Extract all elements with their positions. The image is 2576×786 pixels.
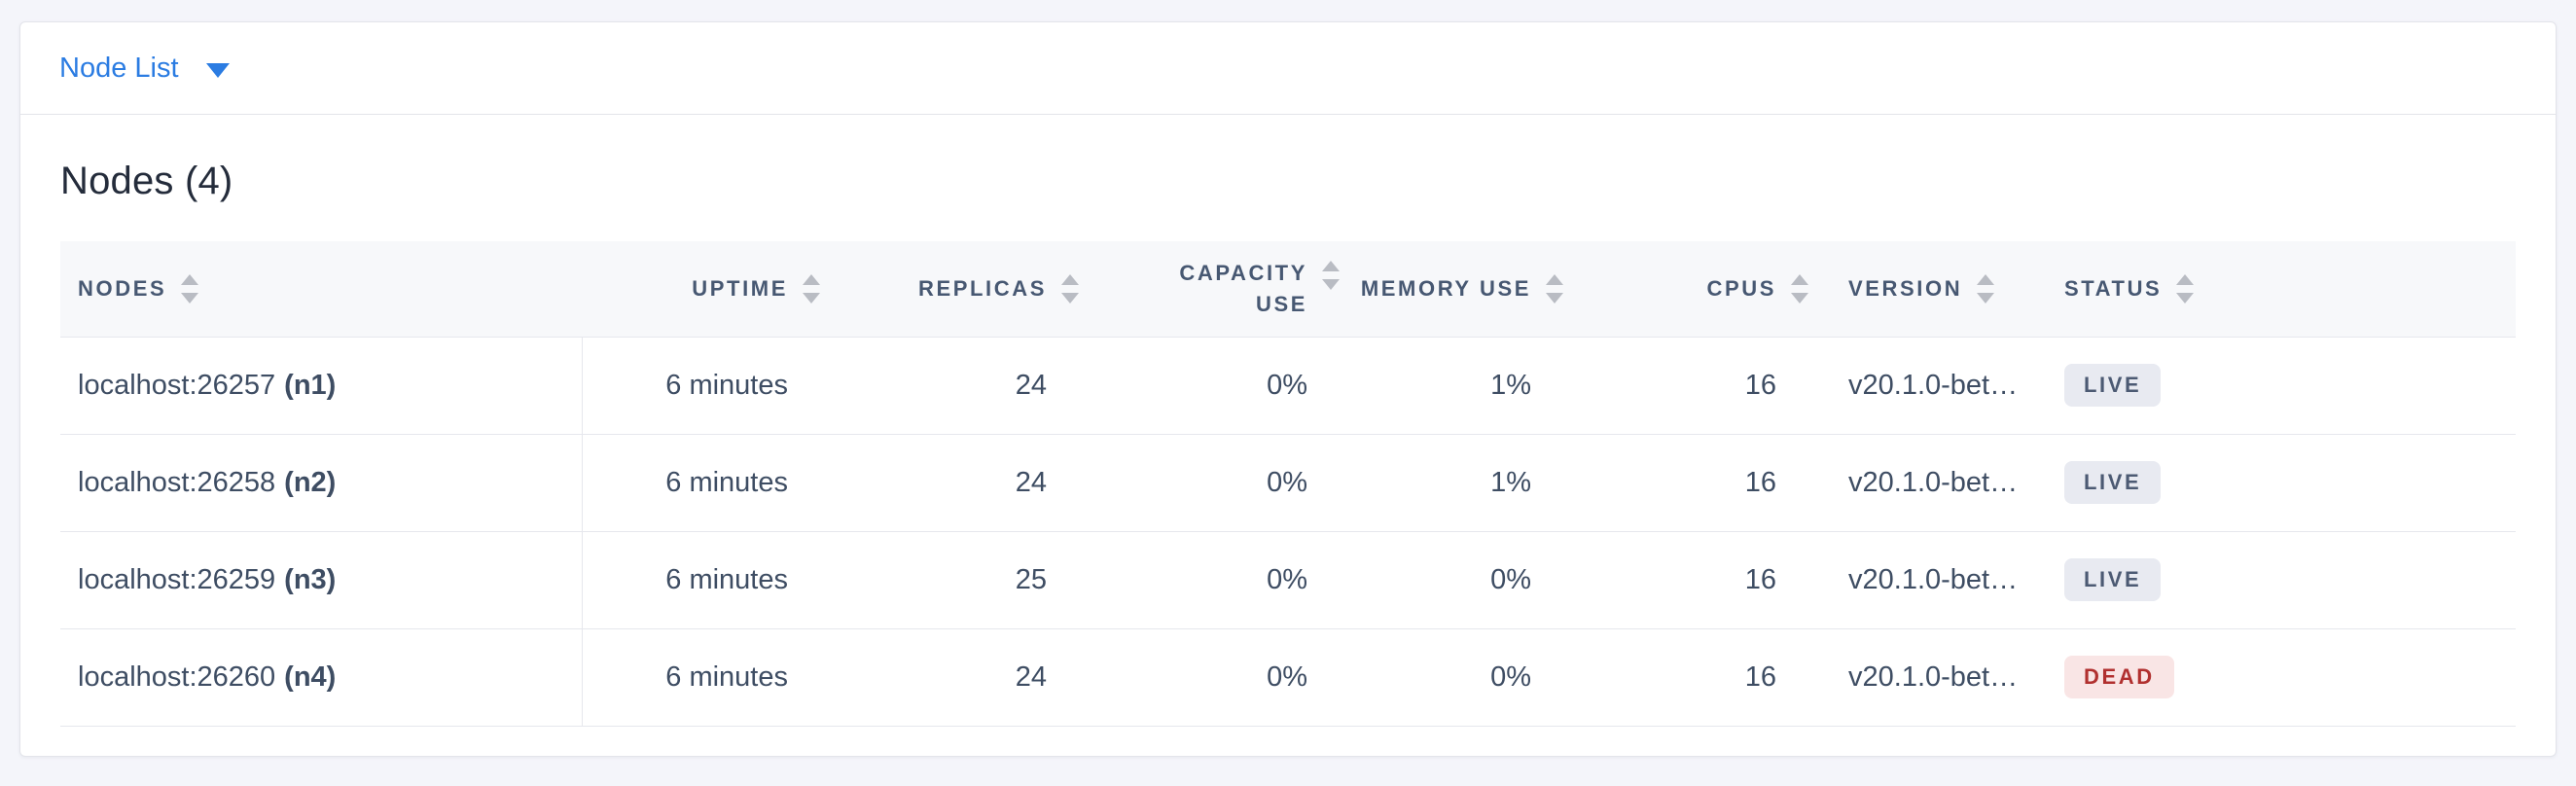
node-cell: localhost:26260 (n4) xyxy=(60,628,583,727)
node-id: (n3) xyxy=(284,563,337,595)
column-header-replicas[interactable]: REPLICAS xyxy=(823,241,1082,338)
column-label: NODES xyxy=(78,275,167,301)
sort-arrows-icon xyxy=(181,273,199,304)
column-header-memory-use[interactable]: MEMORY USE xyxy=(1342,241,1566,338)
column-label: CPUS xyxy=(1706,275,1776,301)
table-row: localhost:26258 (n2) 6 minutes 24 0% 1% 1… xyxy=(60,434,2516,532)
node-address: localhost:26260 xyxy=(78,661,276,693)
sort-arrows-icon xyxy=(1322,260,1340,290)
status-badge: LIVE xyxy=(2064,558,2162,601)
node-list-panel: Node List Nodes (4) NODES UPTIME xyxy=(19,21,2557,757)
status-badge: LIVE xyxy=(2064,461,2162,504)
column-header-capacity-use[interactable]: CAPACITY USE xyxy=(1082,241,1342,338)
column-header-status[interactable]: STATUS xyxy=(2058,241,2516,338)
column-header-cpus[interactable]: CPUS xyxy=(1566,241,1811,338)
sort-arrows-icon xyxy=(1977,273,1995,304)
topbar: Node List xyxy=(20,22,2556,115)
node-cell: localhost:26257 (n1) xyxy=(60,337,583,435)
replicas-cell: 24 xyxy=(823,628,1082,727)
column-label: UPTIME xyxy=(692,275,788,301)
replicas-cell: 24 xyxy=(823,337,1082,435)
table-row: localhost:26260 (n4) 6 minutes 24 0% 0% 1… xyxy=(60,628,2516,727)
status-cell: LIVE xyxy=(2058,337,2516,435)
node-cell: localhost:26258 (n2) xyxy=(60,434,583,532)
column-label: VERSION xyxy=(1848,275,1963,301)
view-dropdown-label: Node List xyxy=(59,52,179,84)
content: Nodes (4) NODES UPTIME xyxy=(20,160,2556,727)
column-label: MEMORY USE xyxy=(1360,275,1531,301)
memory-use-cell: 0% xyxy=(1342,531,1566,629)
column-header-version[interactable]: VERSION xyxy=(1811,241,2058,338)
view-dropdown[interactable]: Node List xyxy=(59,54,230,83)
sort-arrows-icon xyxy=(1061,273,1079,304)
cpus-cell: 16 xyxy=(1566,337,1811,435)
uptime-cell: 6 minutes xyxy=(582,531,823,629)
memory-use-cell: 1% xyxy=(1342,434,1566,532)
table-row: localhost:26257 (n1) 6 minutes 24 0% 1% 1… xyxy=(60,337,2516,435)
sort-arrows-icon xyxy=(803,273,820,304)
node-address: localhost:26259 xyxy=(78,563,276,595)
memory-use-cell: 1% xyxy=(1342,337,1566,435)
table-body: localhost:26257 (n1) 6 minutes 24 0% 1% 1… xyxy=(60,337,2516,727)
capacity-use-cell: 0% xyxy=(1082,628,1342,727)
node-address: localhost:26257 xyxy=(78,369,276,401)
status-cell: DEAD xyxy=(2058,628,2516,727)
capacity-use-cell: 0% xyxy=(1082,434,1342,532)
version-cell: v20.1.0-bet… xyxy=(1811,434,2058,532)
node-id: (n2) xyxy=(284,466,337,498)
capacity-use-cell: 0% xyxy=(1082,337,1342,435)
status-cell: LIVE xyxy=(2058,531,2516,629)
cpus-cell: 16 xyxy=(1566,628,1811,727)
version-cell: v20.1.0-bet… xyxy=(1811,337,2058,435)
sort-arrows-icon xyxy=(2176,273,2195,304)
version-cell: v20.1.0-bet… xyxy=(1811,628,2058,727)
node-id: (n4) xyxy=(284,661,337,693)
table-header-row: NODES UPTIME REPLICAS CAPACITY USE xyxy=(60,241,2516,338)
page-title: Nodes (4) xyxy=(60,160,233,202)
column-label: STATUS xyxy=(2064,275,2163,301)
node-id: (n1) xyxy=(284,369,337,401)
sort-arrows-icon xyxy=(1546,273,1563,304)
node-cell: localhost:26259 (n3) xyxy=(60,531,583,629)
status-cell: LIVE xyxy=(2058,434,2516,532)
column-header-nodes[interactable]: NODES xyxy=(60,241,582,338)
uptime-cell: 6 minutes xyxy=(582,434,823,532)
replicas-cell: 25 xyxy=(823,531,1082,629)
chevron-down-icon xyxy=(205,62,230,78)
column-header-uptime[interactable]: UPTIME xyxy=(582,241,823,338)
cpus-cell: 16 xyxy=(1566,531,1811,629)
memory-use-cell: 0% xyxy=(1342,628,1566,727)
cpus-cell: 16 xyxy=(1566,434,1811,532)
capacity-use-cell: 0% xyxy=(1082,531,1342,629)
status-badge: DEAD xyxy=(2064,656,2174,698)
nodes-table: NODES UPTIME REPLICAS CAPACITY USE xyxy=(60,241,2516,727)
version-cell: v20.1.0-bet… xyxy=(1811,531,2058,629)
node-address: localhost:26258 xyxy=(78,466,276,498)
status-badge: LIVE xyxy=(2064,364,2162,407)
column-label: REPLICAS xyxy=(917,275,1047,301)
uptime-cell: 6 minutes xyxy=(582,337,823,435)
table-row: localhost:26259 (n3) 6 minutes 25 0% 0% 1… xyxy=(60,531,2516,629)
column-label: CAPACITY USE xyxy=(1179,260,1307,316)
uptime-cell: 6 minutes xyxy=(582,628,823,727)
sort-arrows-icon xyxy=(1791,273,1808,304)
replicas-cell: 24 xyxy=(823,434,1082,532)
